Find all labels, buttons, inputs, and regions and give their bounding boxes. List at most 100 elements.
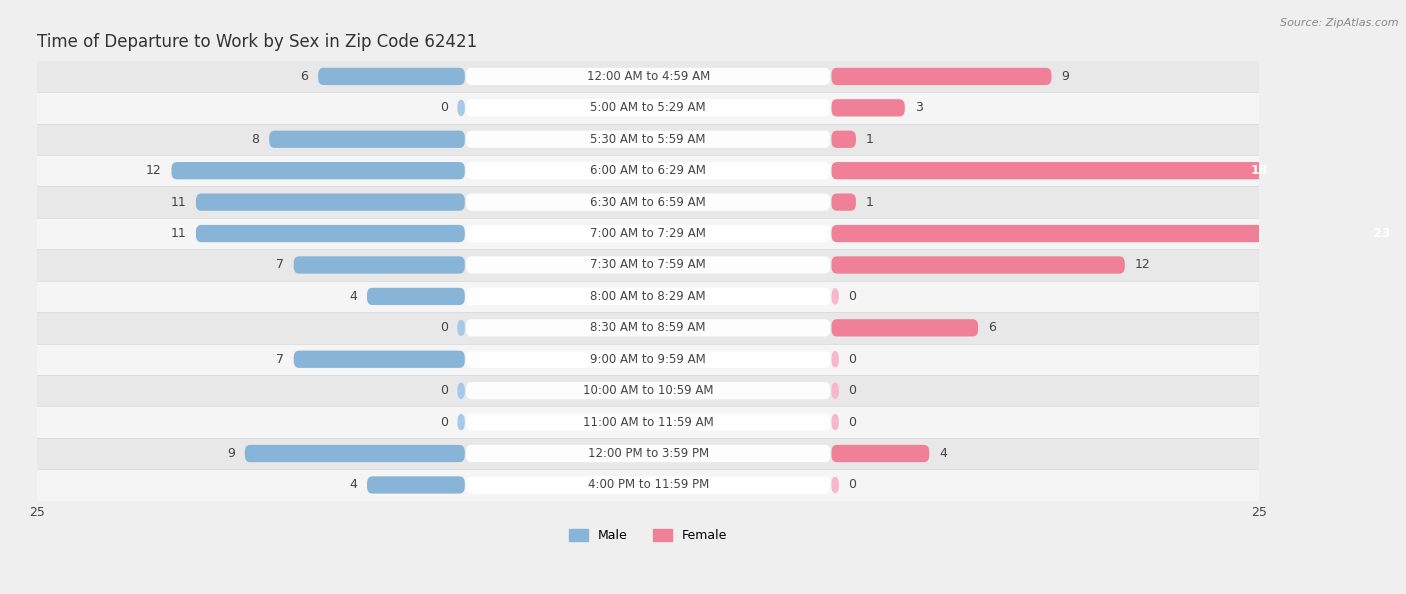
Bar [37, 375, 1260, 406]
FancyBboxPatch shape [831, 445, 929, 462]
Text: 0: 0 [440, 384, 447, 397]
Text: 12:00 PM to 3:59 PM: 12:00 PM to 3:59 PM [588, 447, 709, 460]
FancyBboxPatch shape [367, 287, 465, 305]
Text: 18: 18 [1250, 164, 1268, 177]
FancyBboxPatch shape [465, 225, 831, 242]
FancyBboxPatch shape [831, 382, 839, 399]
FancyBboxPatch shape [294, 257, 465, 274]
Text: 0: 0 [440, 102, 447, 115]
FancyBboxPatch shape [831, 319, 979, 336]
FancyBboxPatch shape [465, 257, 831, 274]
FancyBboxPatch shape [465, 68, 831, 85]
Legend: Male, Female: Male, Female [564, 525, 733, 547]
FancyBboxPatch shape [367, 476, 465, 494]
FancyBboxPatch shape [245, 445, 465, 462]
FancyBboxPatch shape [465, 476, 831, 494]
Bar [37, 218, 1260, 249]
FancyBboxPatch shape [195, 225, 465, 242]
Text: 0: 0 [849, 478, 856, 491]
FancyBboxPatch shape [831, 68, 1052, 85]
FancyBboxPatch shape [465, 382, 831, 399]
FancyBboxPatch shape [831, 287, 839, 305]
Text: 6:00 AM to 6:29 AM: 6:00 AM to 6:29 AM [591, 164, 706, 177]
FancyBboxPatch shape [457, 382, 465, 399]
FancyBboxPatch shape [318, 68, 465, 85]
Text: 7:00 AM to 7:29 AM: 7:00 AM to 7:29 AM [591, 227, 706, 240]
Bar [37, 343, 1260, 375]
Bar [37, 469, 1260, 501]
FancyBboxPatch shape [465, 319, 831, 336]
FancyBboxPatch shape [831, 257, 1125, 274]
FancyBboxPatch shape [465, 413, 831, 431]
FancyBboxPatch shape [831, 413, 839, 431]
Text: 9: 9 [1062, 70, 1069, 83]
FancyBboxPatch shape [465, 445, 831, 462]
Text: 23: 23 [1372, 227, 1391, 240]
Text: 1: 1 [866, 195, 873, 208]
Bar [37, 155, 1260, 187]
Text: 0: 0 [849, 384, 856, 397]
Text: 0: 0 [440, 321, 447, 334]
FancyBboxPatch shape [172, 162, 465, 179]
FancyBboxPatch shape [465, 350, 831, 368]
Text: Time of Departure to Work by Sex in Zip Code 62421: Time of Departure to Work by Sex in Zip … [37, 33, 477, 51]
FancyBboxPatch shape [465, 194, 831, 211]
Bar [37, 61, 1260, 92]
FancyBboxPatch shape [457, 319, 465, 336]
Text: 11: 11 [170, 227, 186, 240]
Text: 12:00 AM to 4:59 AM: 12:00 AM to 4:59 AM [586, 70, 710, 83]
Text: 0: 0 [849, 353, 856, 366]
Text: 0: 0 [849, 290, 856, 303]
Text: 9: 9 [228, 447, 235, 460]
Bar [37, 92, 1260, 124]
Text: 8: 8 [252, 133, 260, 146]
FancyBboxPatch shape [831, 131, 856, 148]
Text: 4: 4 [349, 290, 357, 303]
Text: 0: 0 [440, 416, 447, 429]
Text: 6:30 AM to 6:59 AM: 6:30 AM to 6:59 AM [591, 195, 706, 208]
Text: 4: 4 [349, 478, 357, 491]
Text: 11:00 AM to 11:59 AM: 11:00 AM to 11:59 AM [582, 416, 713, 429]
FancyBboxPatch shape [465, 131, 831, 148]
Text: 12: 12 [1135, 258, 1150, 271]
Bar [37, 249, 1260, 281]
Text: 4:00 PM to 11:59 PM: 4:00 PM to 11:59 PM [588, 478, 709, 491]
FancyBboxPatch shape [465, 287, 831, 305]
FancyBboxPatch shape [195, 194, 465, 211]
Text: 8:30 AM to 8:59 AM: 8:30 AM to 8:59 AM [591, 321, 706, 334]
Text: 1: 1 [866, 133, 873, 146]
Text: 9:00 AM to 9:59 AM: 9:00 AM to 9:59 AM [591, 353, 706, 366]
Text: 3: 3 [914, 102, 922, 115]
Text: 6: 6 [988, 321, 995, 334]
FancyBboxPatch shape [457, 413, 465, 431]
FancyBboxPatch shape [831, 225, 1393, 242]
Text: 10:00 AM to 10:59 AM: 10:00 AM to 10:59 AM [583, 384, 713, 397]
Bar [37, 187, 1260, 218]
FancyBboxPatch shape [831, 350, 839, 368]
Text: 11: 11 [170, 195, 186, 208]
Text: 6: 6 [301, 70, 308, 83]
FancyBboxPatch shape [831, 194, 856, 211]
Bar [37, 438, 1260, 469]
Bar [37, 406, 1260, 438]
Text: 7:30 AM to 7:59 AM: 7:30 AM to 7:59 AM [591, 258, 706, 271]
FancyBboxPatch shape [831, 162, 1271, 179]
Bar [37, 281, 1260, 312]
Text: 12: 12 [146, 164, 162, 177]
Bar [37, 124, 1260, 155]
Text: 7: 7 [276, 353, 284, 366]
Text: 4: 4 [939, 447, 946, 460]
Text: 7: 7 [276, 258, 284, 271]
FancyBboxPatch shape [294, 350, 465, 368]
Text: 0: 0 [849, 416, 856, 429]
Text: Source: ZipAtlas.com: Source: ZipAtlas.com [1281, 18, 1399, 28]
Text: 5:30 AM to 5:59 AM: 5:30 AM to 5:59 AM [591, 133, 706, 146]
FancyBboxPatch shape [465, 162, 831, 179]
FancyBboxPatch shape [269, 131, 465, 148]
FancyBboxPatch shape [465, 99, 831, 116]
Text: 5:00 AM to 5:29 AM: 5:00 AM to 5:29 AM [591, 102, 706, 115]
Text: 8:00 AM to 8:29 AM: 8:00 AM to 8:29 AM [591, 290, 706, 303]
FancyBboxPatch shape [831, 476, 839, 494]
FancyBboxPatch shape [457, 99, 465, 116]
Bar [37, 312, 1260, 343]
